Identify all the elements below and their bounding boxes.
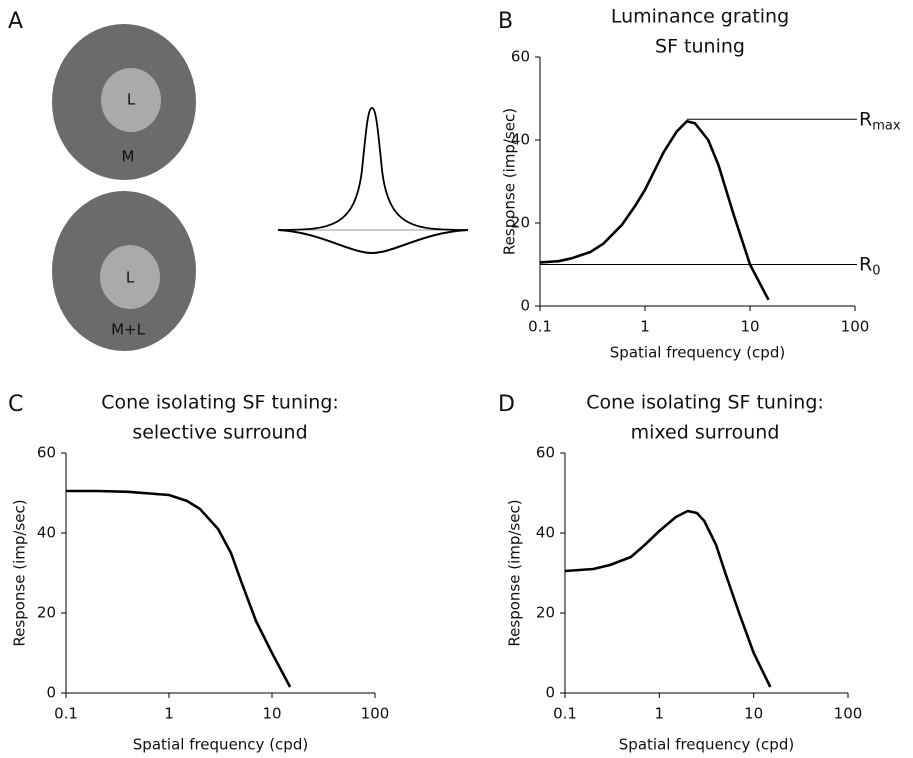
x-tick-label: 0.1 [528,318,552,336]
y-tick-label: 0 [520,297,530,315]
x-tick-label: 10 [262,705,281,723]
x-axis-label: Spatial frequency (cpd) [619,736,794,754]
chart-title: Cone isolating SF tuning: [101,392,339,414]
x-axis-label: Spatial frequency (cpd) [133,736,308,754]
chart-title: selective surround [132,422,307,444]
x-tick-label: 100 [834,705,863,723]
x-axis-label: Spatial frequency (cpd) [610,344,785,362]
y-tick-label: 20 [37,604,56,622]
y-axis-label: Response (imp/sec) [11,499,29,646]
panel-letter: A [8,9,23,34]
y-tick-label: 60 [511,48,530,66]
data-line [564,509,772,688]
center-profile [277,107,469,231]
chart-title: Luminance grating [611,6,789,28]
panel-letter: D [498,392,515,417]
x-tick-label: 100 [841,318,870,336]
y-tick-label: 40 [511,131,530,149]
y-tick-label: 0 [545,684,555,702]
x-tick-label: 0.1 [553,705,577,723]
x-tick-label: 1 [164,705,174,723]
center-label: L [127,91,136,109]
chart-title: Cone isolating SF tuning: [586,392,824,414]
center-label: L [126,269,135,287]
y-axis-label: Response (imp/sec) [506,499,524,646]
x-tick-label: 1 [655,705,665,723]
y-axis-label: Response (imp/sec) [501,108,519,255]
data-line [539,120,770,301]
annotation: R0 [859,253,880,278]
center [100,245,160,309]
y-tick-label: 40 [37,524,56,542]
annotation-subscript: 0 [872,263,880,278]
surround-label: M+L [111,321,146,339]
x-tick-label: 100 [361,705,390,723]
y-tick-label: 20 [536,604,555,622]
annotation-text: R [859,253,872,275]
chart-title: mixed surround [631,422,780,444]
center [101,68,161,132]
x-tick-label: 0.1 [54,705,78,723]
panel-letter: B [498,9,513,34]
data-line [66,489,292,688]
panel-letter: C [8,392,23,417]
y-tick-label: 20 [511,214,530,232]
annotation-text: R [859,108,872,130]
y-tick-label: 60 [536,444,555,462]
annotation-subscript: max [872,118,901,133]
surround-profile [277,229,469,255]
x-tick-label: 10 [740,318,759,336]
x-tick-label: 10 [744,705,763,723]
y-tick-label: 0 [46,684,56,702]
receptive-field-diagram: L M L M+L [52,24,469,351]
x-tick-label: 1 [640,318,650,336]
y-tick-label: 60 [37,444,56,462]
y-tick-label: 40 [536,524,555,542]
surround-label: M [122,148,135,166]
chart-title: SF tuning [655,36,745,58]
annotation: Rmax [859,108,901,133]
